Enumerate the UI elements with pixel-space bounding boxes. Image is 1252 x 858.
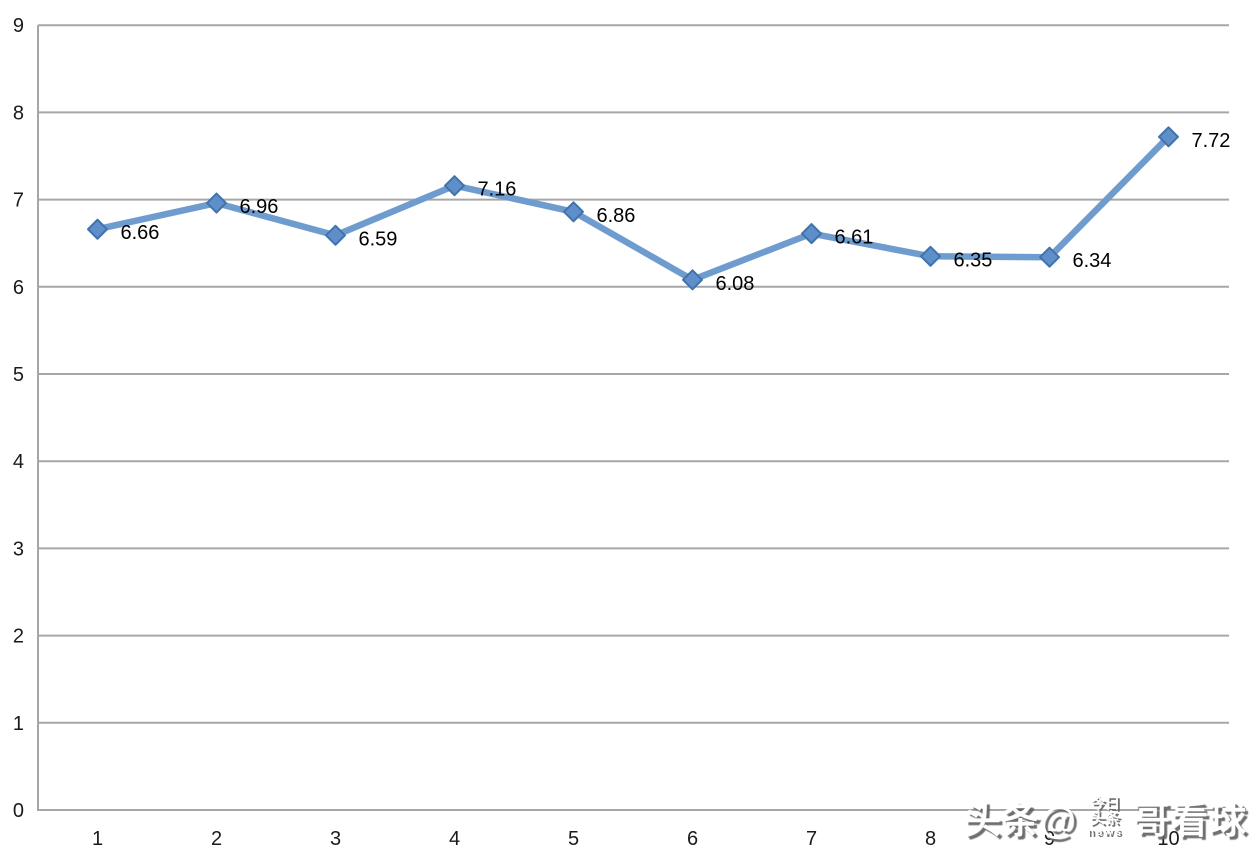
data-point-label: 6.35 [954,249,993,271]
y-axis-tick: 5 [13,364,24,386]
data-point-marker [1039,246,1060,268]
y-axis-tick: 6 [13,277,24,299]
data-point-label: 6.61 [835,227,874,249]
y-axis-tick: 1 [13,713,24,735]
data-point-marker [206,192,227,214]
data-point-marker [563,201,584,223]
y-axis-tick: 2 [13,626,24,648]
data-point-label: 6.08 [716,273,755,295]
x-axis-tick: 4 [449,828,460,850]
x-axis-tick: 10 [1157,828,1179,850]
y-axis-tick: 9 [13,15,24,37]
x-axis-tick: 1 [92,828,103,850]
data-point-label: 7.72 [1192,130,1231,152]
x-axis-tick: 2 [211,828,222,850]
y-axis-tick: 0 [13,800,24,822]
y-axis-tick: 4 [13,451,24,473]
data-point-label: 6.96 [240,196,279,218]
x-axis-tick: 5 [568,828,579,850]
x-axis-tick: 7 [806,828,817,850]
x-axis-tick: 8 [925,828,936,850]
data-point-marker [325,224,346,246]
data-point-label: 6.86 [597,205,636,227]
data-point-marker [1158,126,1179,148]
y-axis-tick: 7 [13,190,24,212]
data-point-marker [444,175,465,197]
data-point-label: 6.34 [1073,250,1112,272]
x-axis-tick: 9 [1044,828,1055,850]
data-point-marker [682,269,703,291]
x-axis-tick: 3 [330,828,341,850]
x-axis-tick: 6 [687,828,698,850]
data-point-label: 7.16 [478,179,517,201]
data-point-label: 6.59 [359,228,398,250]
y-axis-tick: 3 [13,538,24,560]
y-axis-tick: 8 [13,102,24,124]
data-point-marker [87,218,108,240]
data-point-marker [801,223,822,245]
data-point-marker [920,245,941,267]
series-line [94,133,1172,284]
data-point-label: 6.66 [121,222,160,244]
